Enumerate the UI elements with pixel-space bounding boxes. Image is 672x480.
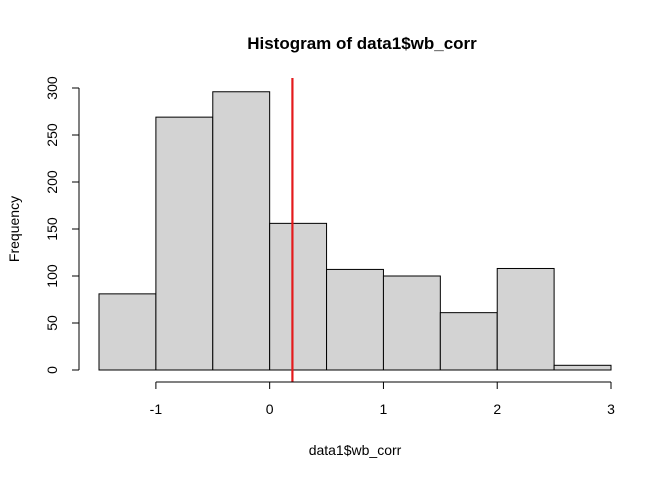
histogram-bar [496, 267, 555, 371]
x-tick-label: 0 [266, 401, 274, 417]
x-tick-label: -1 [150, 401, 163, 417]
x-axis: -1 0 1 2 3 [150, 381, 615, 417]
histogram-bar [155, 116, 214, 371]
chart-title: Histogram of data1$wb_corr [247, 34, 477, 53]
y-axis: 0 50 100 150 200 250 300 [44, 76, 80, 374]
x-tick-label: 1 [380, 401, 388, 417]
histogram-bar [439, 312, 498, 371]
y-tick-label: 150 [44, 217, 60, 241]
y-tick-label: 50 [44, 315, 60, 331]
x-tick-label: 3 [607, 401, 615, 417]
y-axis-label: Frequency [6, 196, 22, 262]
histogram-bar [326, 268, 384, 371]
histogram-bar [98, 293, 157, 371]
x-axis-label: data1$wb_corr [309, 442, 402, 458]
y-tick-label: 300 [44, 76, 60, 100]
histogram-bar [212, 91, 271, 371]
histogram-bar [553, 364, 612, 371]
y-tick-label: 250 [44, 123, 60, 147]
y-tick-label: 0 [44, 366, 60, 374]
y-tick-label: 100 [44, 264, 60, 288]
histogram-bar [382, 275, 441, 371]
histogram-bar [269, 222, 328, 371]
x-tick-label: 2 [493, 401, 501, 417]
y-tick-label: 200 [44, 170, 60, 194]
bars-group [98, 91, 612, 371]
